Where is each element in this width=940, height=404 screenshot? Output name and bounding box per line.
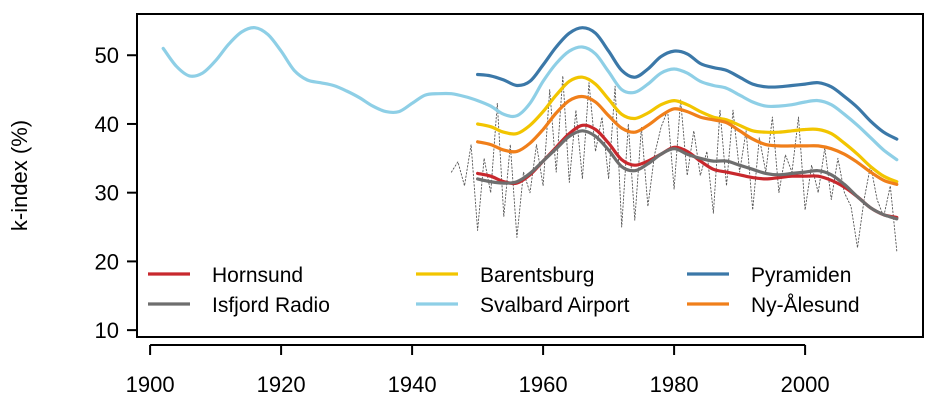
legend-label-svalbard-airport: Svalbard Airport: [480, 294, 630, 317]
y-axis-label: k-index (%): [7, 120, 32, 231]
series-line-svalbard-airport: [161, 26, 899, 162]
series-line-ny-lesund: [476, 94, 899, 186]
y-tick-label: 30: [95, 181, 119, 206]
legend-label-barentsburg: Barentsburg: [480, 264, 594, 287]
y-tick-label: 20: [95, 249, 119, 274]
legend-label-hornsund: Hornsund: [212, 264, 303, 287]
y-tick-labels: 10 20 30 40 50: [95, 43, 119, 343]
x-tick-label: 1920: [257, 372, 306, 397]
plot-area: [161, 26, 899, 252]
y-tick-label: 40: [95, 112, 119, 137]
series-line-hornsund: [476, 123, 899, 219]
y-tick-label: 50: [95, 43, 119, 68]
legend-label-pyramiden: Pyramiden: [751, 264, 851, 287]
legend-label-isfjord-radio: Isfjord Radio: [212, 294, 330, 317]
series-line-isfjord-radio: [476, 129, 899, 221]
x-tick-label: 1980: [650, 372, 699, 397]
legend: Hornsund Isfjord Radio Barentsburg Svalbard…: [148, 264, 860, 317]
legend-label-ny-lesund: Ny-Ålesund: [751, 294, 860, 317]
x-tick-label: 1940: [388, 372, 437, 397]
axis-ticks: [127, 54, 807, 355]
x-tick-labels: 1900 1920 1940 1960 1980 2000: [126, 372, 830, 397]
x-tick-label: 1960: [519, 372, 568, 397]
plot-frame: [136, 13, 924, 338]
series-line-barentsburg: [476, 75, 899, 184]
x-tick-label: 2000: [781, 372, 830, 397]
series-line-pyramiden: [476, 26, 899, 141]
x-tick-label: 1900: [126, 372, 175, 397]
y-tick-label: 10: [95, 318, 119, 343]
